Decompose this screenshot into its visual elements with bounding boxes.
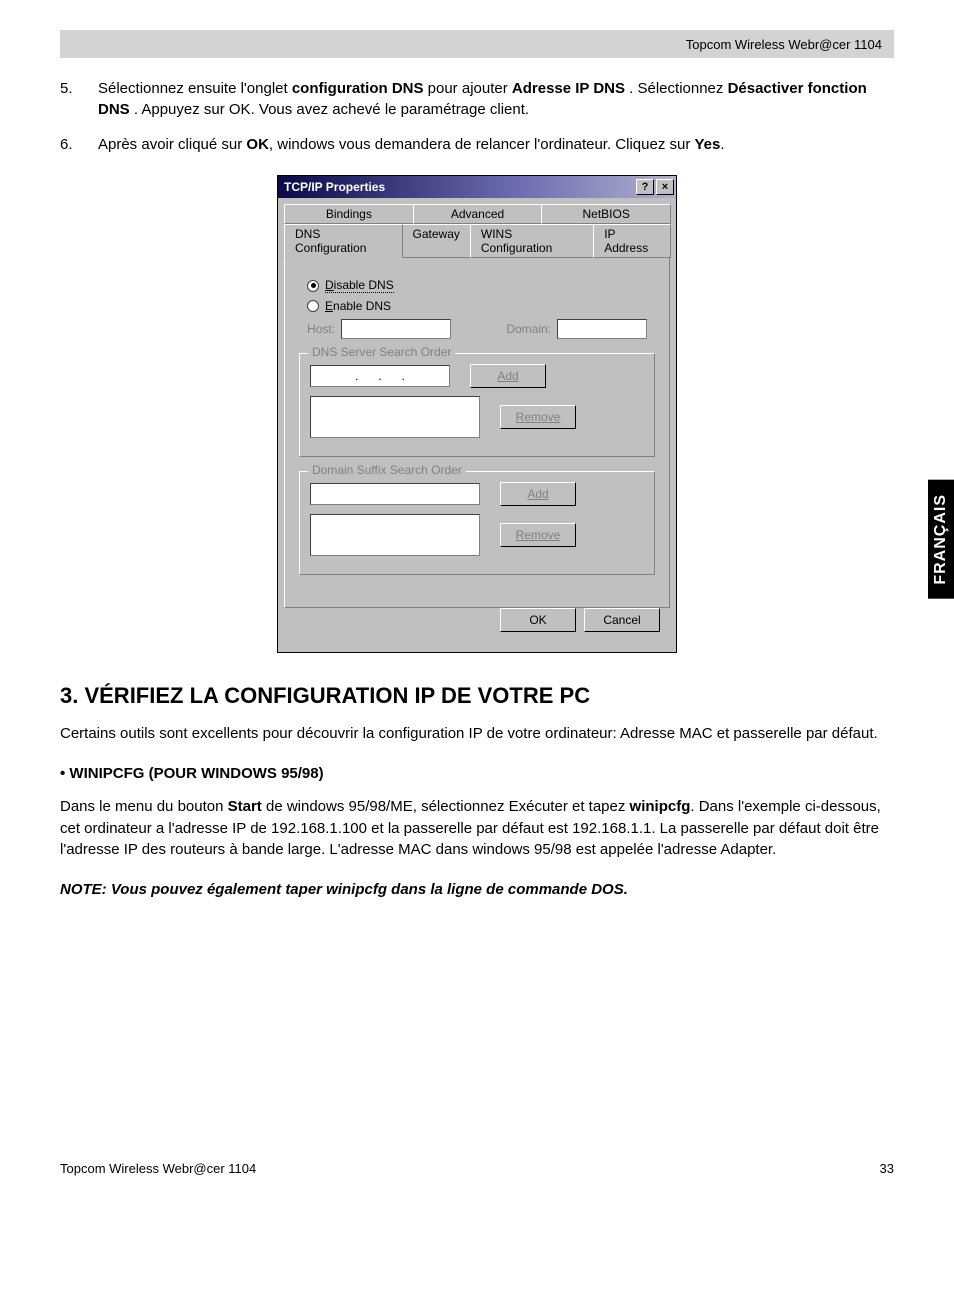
instruction-item: 5.Sélectionnez ensuite l'onglet configur… — [60, 78, 894, 120]
instruction-list: 5.Sélectionnez ensuite l'onglet configur… — [60, 78, 894, 155]
footer-left: Topcom Wireless Webr@cer 1104 — [60, 1161, 256, 1176]
suffix-list[interactable] — [310, 514, 480, 556]
instruction-item: 6.Après avoir cliqué sur OK, windows vou… — [60, 134, 894, 155]
radio-disable-label: Disable DNS — [325, 278, 394, 293]
tab-dns-configuration[interactable]: DNS Configuration — [284, 224, 403, 258]
section-heading: 3. VÉRIFIEZ LA CONFIGURATION IP DE VOTRE… — [60, 683, 894, 709]
titlebar: TCP/IP Properties ? × — [278, 176, 676, 198]
add-button[interactable]: Add — [500, 482, 576, 506]
remove-button[interactable]: Remove — [500, 405, 576, 429]
section-para2: Dans le menu du bouton Start de windows … — [60, 796, 894, 861]
subsection-heading: • WINIPCFG (POUR WINDOWS 95/98) — [60, 765, 894, 782]
domain-suffix-legend: Domain Suffix Search Order — [308, 463, 466, 477]
step-text: Après avoir cliqué sur OK, windows vous … — [98, 134, 894, 155]
tab-advanced[interactable]: Advanced — [413, 204, 543, 224]
dns-server-list[interactable] — [310, 396, 480, 438]
header-bar: Topcom Wireless Webr@cer 1104 — [60, 30, 894, 58]
domain-label: Domain: — [506, 322, 551, 336]
step-number: 5. — [60, 78, 98, 120]
host-label: Host: — [307, 322, 335, 336]
tabs-row-2: DNS ConfigurationGatewayWINS Configurati… — [284, 224, 670, 258]
tab-ip-address[interactable]: IP Address — [593, 224, 671, 258]
tab-gateway[interactable]: Gateway — [402, 224, 471, 258]
dialog-title: TCP/IP Properties — [284, 180, 634, 194]
tabs-row-1: BindingsAdvancedNetBIOS — [284, 204, 670, 224]
add-button[interactable]: Add — [470, 364, 546, 388]
help-button[interactable]: ? — [636, 179, 654, 195]
radio-enable-label: Enable DNS — [325, 299, 391, 313]
ip-address-input[interactable]: . . . — [310, 365, 450, 387]
dns-server-legend: DNS Server Search Order — [308, 345, 455, 359]
radio-icon — [307, 300, 319, 312]
tab-panel: Disable DNS Enable DNS Host: Domain: — [284, 257, 670, 608]
language-tab: FRANÇAIS — [928, 480, 954, 599]
radio-enable-dns[interactable]: Enable DNS — [307, 299, 647, 313]
footer-right: 33 — [880, 1161, 894, 1176]
tcpip-dialog: TCP/IP Properties ? × BindingsAdvancedNe… — [277, 175, 677, 653]
suffix-input[interactable] — [310, 483, 480, 505]
tab-bindings[interactable]: Bindings — [284, 204, 414, 224]
host-input[interactable] — [341, 319, 451, 339]
step-text: Sélectionnez ensuite l'onglet configurat… — [98, 78, 894, 120]
close-button[interactable]: × — [656, 179, 674, 195]
ok-button[interactable]: OK — [500, 608, 576, 632]
remove-button[interactable]: Remove — [500, 523, 576, 547]
section-para1: Certains outils sont excellents pour déc… — [60, 723, 894, 745]
radio-disable-dns[interactable]: Disable DNS — [307, 278, 647, 293]
section-note: NOTE: Vous pouvez également taper winipc… — [60, 879, 894, 901]
tab-netbios[interactable]: NetBIOS — [541, 204, 671, 224]
footer: Topcom Wireless Webr@cer 1104 33 — [60, 1161, 894, 1176]
domain-suffix-group: Domain Suffix Search Order Add Remove — [299, 471, 655, 575]
step-number: 6. — [60, 134, 98, 155]
domain-input[interactable] — [557, 319, 647, 339]
radio-icon — [307, 280, 319, 292]
header-product: Topcom Wireless Webr@cer 1104 — [686, 37, 882, 52]
cancel-button[interactable]: Cancel — [584, 608, 660, 632]
tab-wins-configuration[interactable]: WINS Configuration — [470, 224, 594, 258]
dns-server-group: DNS Server Search Order . . . Add Remove — [299, 353, 655, 457]
